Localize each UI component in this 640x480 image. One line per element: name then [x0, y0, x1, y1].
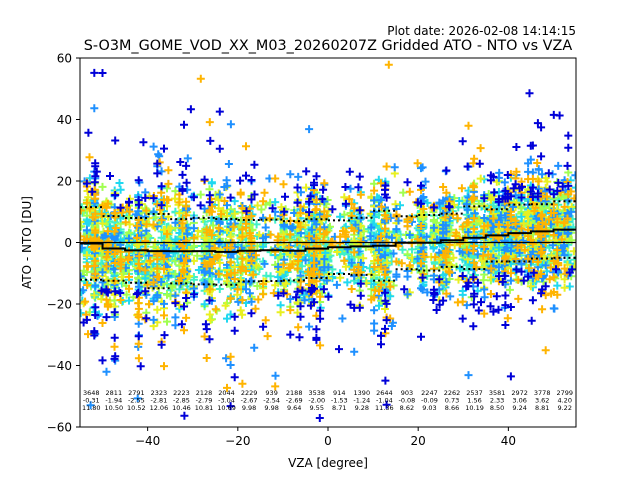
bin-mean-label: -2.69 — [286, 397, 303, 405]
bin-mean-label: -1.94 — [105, 397, 122, 405]
y-axis-label: ATO - NTO [DU] — [20, 196, 34, 289]
bin-mean-label: -2.00 — [308, 397, 325, 405]
bin-count-label: 939 — [265, 389, 277, 397]
bin-std-label: 11.80 — [82, 404, 101, 412]
bin-mean-label: -0.31 — [83, 397, 100, 405]
bin-count-label: 903 — [401, 389, 413, 397]
bin-mean-label: -2.67 — [241, 397, 258, 405]
bin-mean-label: -2.55 — [128, 397, 145, 405]
x-tick-label: 20 — [411, 434, 426, 448]
bin-count-label: 2972 — [511, 389, 528, 397]
bin-count-label: 3581 — [489, 389, 506, 397]
bin-std-label: 10.50 — [105, 404, 124, 412]
bin-std-label: 12.06 — [150, 404, 169, 412]
y-tick-label: 0 — [64, 236, 72, 250]
y-tick-label: −20 — [47, 298, 72, 312]
y-tick-label: 20 — [57, 175, 72, 189]
bin-count-label: 2799 — [556, 389, 573, 397]
bin-count-label: 2223 — [173, 389, 190, 397]
bin-count-label: 914 — [333, 389, 345, 397]
bin-count-label: 2262 — [444, 389, 461, 397]
bin-count-label: 2537 — [466, 389, 483, 397]
mean-step-line — [80, 228, 576, 253]
y-tick-label: −40 — [47, 359, 72, 373]
bin-std-label: 10.19 — [465, 404, 484, 412]
bin-count-label: 2229 — [241, 389, 258, 397]
y-tick-label: 40 — [57, 113, 72, 127]
bin-count-label: 2791 — [128, 389, 145, 397]
plot-area — [80, 60, 576, 422]
bin-std-label: 8.66 — [445, 404, 459, 412]
x-tick-label: 40 — [501, 434, 516, 448]
x-axis-ticks: −40 −20 0 20 40 — [135, 427, 516, 448]
bin-mean-label: -1.04 — [376, 397, 393, 405]
bin-std-label: 9.98 — [264, 404, 278, 412]
bin-std-label: 9.22 — [557, 404, 571, 412]
bin-count-label: 1390 — [354, 389, 371, 397]
x-tick-label: −40 — [135, 434, 160, 448]
bin-count-label: 2044 — [218, 389, 235, 397]
mean-plus-std-line — [80, 200, 576, 223]
bin-mean-label: 3.62 — [535, 397, 549, 405]
x-tick-label: −20 — [225, 434, 250, 448]
bin-mean-label: -1.24 — [353, 397, 370, 405]
bin-std-label: 9.98 — [242, 404, 256, 412]
bin-mean-label: -3.04 — [218, 397, 235, 405]
bin-std-label: 8.50 — [490, 404, 504, 412]
bin-std-label: 10.69 — [217, 404, 236, 412]
bin-mean-label: -2.54 — [263, 397, 280, 405]
bin-std-label: 11.36 — [375, 404, 394, 412]
y-axis-ticks: −60 −40 −20 0 20 40 60 — [47, 52, 80, 435]
bin-std-label: 10.81 — [195, 404, 214, 412]
bin-mean-label: -2.81 — [150, 397, 167, 405]
bin-std-label: 8.81 — [535, 404, 549, 412]
bin-mean-label: 4.20 — [557, 397, 571, 405]
bin-mean-label: -1.53 — [331, 397, 348, 405]
bin-std-label: 9.64 — [287, 404, 301, 412]
bin-mean-label: -0.08 — [398, 397, 415, 405]
bin-std-label: 8.71 — [332, 404, 346, 412]
bin-count-label: 2323 — [151, 389, 168, 397]
scatter-points — [80, 60, 576, 422]
bin-std-label: 9.24 — [512, 404, 526, 412]
bin-count-label: 2188 — [286, 389, 303, 397]
bin-std-label: 10.46 — [172, 404, 191, 412]
bin-count-label: 3538 — [308, 389, 325, 397]
bin-std-label: 9.03 — [422, 404, 436, 412]
mean-minus-std-line — [80, 256, 576, 290]
bin-count-label: 3648 — [83, 389, 100, 397]
bin-count-label: 2644 — [376, 389, 393, 397]
chart-title: S-O3M_GOME_VOD_XX_M03_20260207Z Gridded … — [84, 38, 573, 54]
bin-mean-label: -2.79 — [196, 397, 213, 405]
bin-count-label: 3778 — [534, 389, 551, 397]
bin-std-label: 10.52 — [127, 404, 146, 412]
bin-count-label: 2247 — [421, 389, 438, 397]
y-tick-label: 60 — [57, 52, 72, 66]
x-axis-label: VZA [degree] — [288, 456, 368, 470]
bin-mean-label: 0.73 — [445, 397, 459, 405]
bin-count-label: 2128 — [196, 389, 213, 397]
bin-mean-label: 1.56 — [467, 397, 481, 405]
bin-mean-label: -0.09 — [421, 397, 438, 405]
bin-std-label: 9.28 — [355, 404, 369, 412]
bin-mean-label: 3.06 — [512, 397, 526, 405]
bin-mean-label: -2.85 — [173, 397, 190, 405]
bin-mean-label: 2.33 — [490, 397, 504, 405]
statistic-lines — [80, 200, 576, 290]
bin-std-label: 9.55 — [309, 404, 323, 412]
bin-annotations: 3648-0.3111.802811-1.9410.502791-2.5510.… — [82, 389, 573, 412]
x-tick-label: 0 — [324, 434, 332, 448]
bin-std-label: 8.62 — [400, 404, 414, 412]
scatter-series — [80, 68, 576, 422]
plot-date: Plot date: 2026-02-08 14:14:15 — [387, 24, 576, 38]
y-tick-label: −60 — [47, 421, 72, 435]
bin-count-label: 2811 — [106, 389, 123, 397]
